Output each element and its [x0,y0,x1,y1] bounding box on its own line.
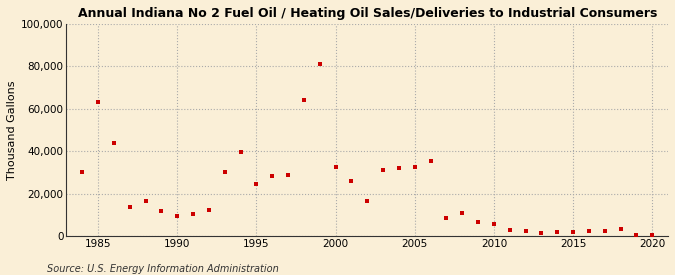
Point [251,182,262,186]
Point [457,210,468,215]
Point [203,207,214,212]
Point [615,226,626,231]
Point [109,141,119,145]
Point [362,199,373,203]
Point [315,62,325,66]
Point [520,229,531,233]
Point [552,230,563,234]
Point [425,158,436,163]
Point [298,98,309,103]
Point [283,172,294,177]
Point [583,229,594,233]
Point [377,168,388,172]
Text: Source: U.S. Energy Information Administration: Source: U.S. Energy Information Administ… [47,264,279,274]
Point [631,233,642,237]
Y-axis label: Thousand Gallons: Thousand Gallons [7,80,17,180]
Point [124,205,135,210]
Point [409,165,420,169]
Point [92,100,103,104]
Point [504,227,515,232]
Point [647,233,657,237]
Point [267,173,277,178]
Point [188,211,198,216]
Point [235,150,246,155]
Point [599,229,610,233]
Point [140,199,151,203]
Point [489,222,500,227]
Point [394,166,404,170]
Point [330,165,341,169]
Point [172,214,183,218]
Point [568,230,578,234]
Title: Annual Indiana No 2 Fuel Oil / Heating Oil Sales/Deliveries to Industrial Consum: Annual Indiana No 2 Fuel Oil / Heating O… [78,7,657,20]
Point [219,170,230,175]
Point [156,208,167,213]
Point [77,170,88,175]
Point [536,231,547,235]
Point [472,220,483,224]
Point [441,216,452,220]
Point [346,179,357,183]
